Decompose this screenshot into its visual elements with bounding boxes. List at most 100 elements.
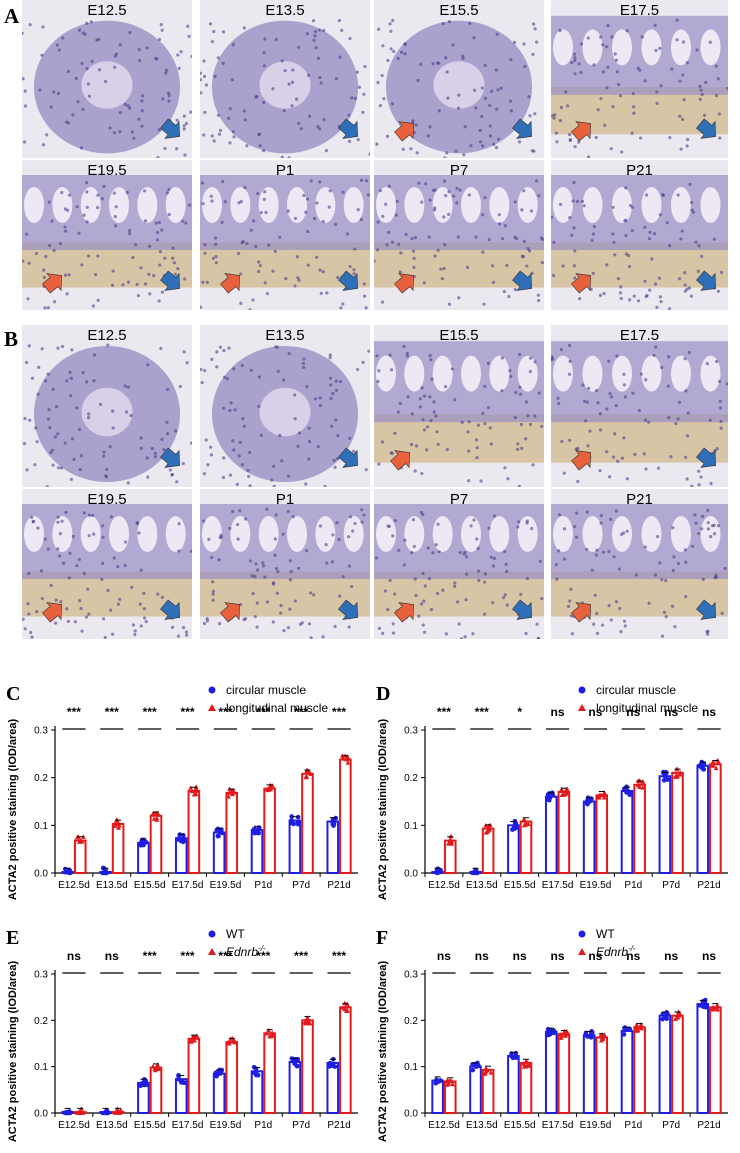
legend-marker	[208, 686, 216, 694]
bar	[73, 839, 87, 875]
data-point	[269, 1033, 274, 1039]
data-point	[254, 830, 260, 836]
data-point	[330, 817, 336, 822]
bar	[225, 791, 239, 874]
data-point	[526, 1061, 532, 1066]
data-point	[637, 784, 643, 790]
data-point	[703, 1004, 709, 1010]
significance-label: ***	[67, 705, 81, 719]
data-point	[713, 765, 719, 771]
x-tick-label: P21d	[327, 880, 350, 891]
bar	[620, 1029, 634, 1114]
data-point	[559, 1033, 565, 1038]
data-point	[473, 1064, 479, 1070]
data-point	[715, 1007, 720, 1012]
data-point	[112, 823, 118, 828]
significance-label: ns	[664, 705, 678, 719]
data-point	[601, 795, 607, 800]
data-point	[677, 770, 683, 775]
bar	[481, 1068, 495, 1115]
significance-label: ***	[218, 949, 232, 963]
bar	[469, 1065, 482, 1115]
data-point	[77, 1110, 83, 1115]
micrograph-title: E12.5	[87, 2, 127, 19]
bar	[671, 771, 684, 874]
data-point	[345, 760, 351, 765]
bar	[326, 820, 340, 875]
bar	[557, 790, 571, 874]
micrograph-tile: P1	[200, 489, 370, 639]
bar	[633, 783, 646, 874]
data-point	[482, 1071, 488, 1076]
data-point	[634, 1022, 640, 1027]
micrograph-tile: P21	[551, 489, 728, 639]
bar	[633, 1026, 646, 1114]
arrow-blue-icon	[338, 447, 358, 468]
y-axis-label: ACTA2 positive staining (IOD/area)	[7, 960, 19, 1142]
significance-label: ***	[256, 705, 270, 719]
bar	[557, 1033, 571, 1114]
data-point	[446, 1081, 452, 1086]
significance-label: ***	[143, 949, 157, 963]
x-tick-label: E13.5d	[466, 1120, 498, 1131]
bar	[263, 1032, 276, 1114]
data-point	[445, 1079, 451, 1084]
data-point	[345, 754, 350, 759]
arrow-red-icon	[571, 602, 591, 623]
data-point	[485, 829, 491, 834]
significance-label: ***	[437, 705, 451, 719]
x-tick-label: P7d	[292, 1120, 310, 1131]
micrograph-title: E13.5	[265, 327, 305, 344]
chart-e: E WT Ednrb-/- 0.0 0.1 0.2 0.3 ACTA2 positive st…	[0, 922, 370, 1153]
data-point	[270, 783, 275, 788]
significance-label: ***	[181, 705, 195, 719]
data-point	[226, 794, 231, 799]
data-point	[265, 787, 271, 793]
x-tick-label: E19.5d	[580, 1120, 612, 1131]
data-point	[677, 772, 683, 777]
data-point	[306, 1020, 312, 1026]
arrow-blue-icon	[338, 118, 358, 139]
bar	[658, 1014, 672, 1114]
x-tick-label: E17.5d	[542, 880, 574, 891]
data-point	[448, 833, 454, 839]
y-tick-label: 0.0	[404, 869, 418, 880]
data-point	[600, 1036, 606, 1042]
data-point	[181, 833, 186, 838]
significance-label: ns	[626, 705, 640, 719]
data-point	[486, 823, 492, 828]
micrograph-tile: E12.5	[22, 325, 192, 487]
legend-marker	[578, 948, 586, 955]
bar	[519, 820, 533, 875]
micrograph-image	[200, 325, 370, 487]
bar	[582, 800, 596, 874]
micrograph-image	[551, 0, 728, 158]
data-point	[68, 870, 74, 875]
data-point	[638, 1021, 644, 1027]
micrograph-tile: E12.5	[22, 0, 192, 158]
legend-label: circular muscle	[596, 683, 676, 697]
x-tick-label: P21d	[327, 1120, 350, 1131]
y-axis-label: ACTA2 positive staining (IOD/area)	[377, 960, 389, 1142]
data-point	[264, 1030, 269, 1036]
significance-label: ***	[475, 705, 489, 719]
significance-label: ***	[332, 949, 346, 963]
x-tick-label: E17.5d	[172, 880, 204, 891]
data-point	[521, 817, 527, 822]
data-point	[79, 839, 85, 844]
x-tick-label: P21d	[697, 880, 720, 891]
data-point	[626, 790, 632, 795]
bar	[288, 819, 302, 874]
bar	[225, 1041, 239, 1114]
micrograph-tile: P21	[551, 160, 728, 310]
data-point	[63, 1110, 68, 1116]
data-point	[193, 788, 199, 793]
arrow-blue-icon	[338, 270, 358, 291]
x-tick-label: E19.5d	[210, 880, 242, 891]
arrow-blue-icon	[160, 270, 180, 291]
bar	[187, 1037, 201, 1114]
data-point	[437, 1078, 443, 1084]
data-point	[546, 797, 552, 803]
bar	[111, 822, 125, 875]
